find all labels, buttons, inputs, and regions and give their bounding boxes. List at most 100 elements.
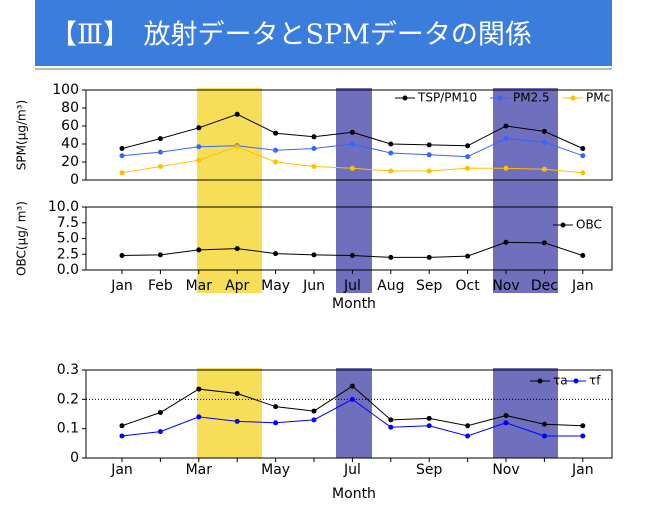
data-point	[465, 154, 471, 160]
title-banner	[35, 0, 612, 66]
data-point	[157, 164, 163, 169]
data-point	[157, 410, 163, 416]
y-tick-label: 5.0	[57, 231, 79, 247]
x-tick-label: Sep	[416, 462, 443, 478]
y-axis-label: OBC(μg/ m³)	[15, 201, 29, 276]
plot-frame	[85, 89, 613, 181]
data-point	[273, 420, 279, 426]
y-tick-label: 100	[52, 82, 79, 98]
data-point	[196, 414, 202, 420]
legend-marker	[497, 95, 503, 101]
data-point	[157, 252, 163, 258]
x-axis-label: Month	[332, 486, 376, 502]
data-point	[541, 433, 547, 439]
data-point	[465, 165, 471, 171]
legend-marker	[537, 378, 543, 384]
highlight-band	[336, 88, 372, 293]
data-point	[349, 129, 355, 135]
data-point	[388, 417, 394, 423]
data-point	[426, 152, 432, 158]
highlight-band	[493, 88, 558, 293]
highlight-band	[336, 368, 372, 458]
x-tick-label: Mar	[186, 278, 213, 294]
data-point	[119, 153, 125, 159]
x-tick-label: Nov	[492, 462, 519, 478]
data-point	[388, 168, 394, 174]
data-point	[426, 423, 432, 429]
data-point	[349, 253, 355, 259]
x-tick-label: Dec	[531, 278, 558, 294]
legend-marker	[560, 222, 566, 228]
y-tick-label: 0.1	[57, 421, 79, 437]
data-point	[426, 254, 432, 260]
data-point	[349, 396, 355, 402]
data-point	[503, 420, 509, 426]
data-point	[311, 164, 317, 169]
data-point	[503, 412, 509, 418]
data-point	[311, 134, 317, 140]
y-tick-label: 7.5	[57, 215, 79, 231]
data-point	[234, 144, 240, 150]
data-point	[311, 146, 317, 151]
data-point	[311, 252, 317, 258]
data-point	[580, 170, 586, 176]
data-point	[580, 253, 586, 259]
data-point	[541, 139, 547, 145]
slide-title: 【Ⅲ】 放射データとSPMデータの関係	[50, 20, 532, 51]
data-point	[119, 146, 125, 151]
legend-label: PM2.5	[513, 91, 550, 105]
y-tick-label: 0.2	[57, 391, 79, 407]
y-tick-label: 0.3	[57, 362, 79, 378]
y-tick-label: 2.5	[57, 246, 79, 262]
data-point	[580, 153, 586, 159]
data-point	[580, 146, 586, 151]
data-point	[349, 165, 355, 171]
data-point	[196, 157, 202, 163]
y-tick-label: 0	[70, 450, 79, 466]
x-tick-label: Jan	[571, 462, 594, 478]
data-point	[311, 408, 317, 414]
legend-marker	[573, 378, 579, 384]
data-point	[157, 149, 163, 155]
highlight-band	[197, 88, 262, 293]
legend-label: τa	[553, 374, 568, 388]
data-point	[349, 141, 355, 147]
data-point	[273, 147, 279, 153]
data-point	[273, 251, 279, 257]
x-axis-label: Month	[332, 296, 376, 312]
x-tick-label: Jul	[343, 278, 361, 294]
data-point	[465, 253, 471, 259]
data-point	[465, 423, 471, 429]
y-tick-label: 40	[61, 136, 79, 152]
data-point	[426, 415, 432, 421]
y-tick-label: 80	[61, 100, 79, 116]
x-tick-label: Jan	[110, 278, 133, 294]
data-point	[388, 150, 394, 156]
x-tick-label: Jan	[571, 278, 594, 294]
x-tick-label: May	[261, 462, 290, 478]
x-tick-label: Aug	[377, 278, 404, 294]
data-point	[119, 433, 125, 439]
data-point	[196, 144, 202, 150]
highlight-band	[493, 368, 558, 458]
data-point	[388, 254, 394, 260]
legend-marker	[402, 95, 408, 101]
y-tick-label: 60	[61, 118, 79, 134]
x-tick-label: Jun	[302, 278, 325, 294]
x-tick-label: Sep	[416, 278, 443, 294]
data-point	[426, 168, 432, 174]
data-point	[465, 143, 471, 149]
x-tick-label: Jul	[343, 462, 361, 478]
data-point	[234, 418, 240, 424]
y-tick-label: 20	[61, 154, 79, 170]
legend-label: PMc	[586, 91, 610, 105]
data-point	[273, 130, 279, 136]
data-point	[119, 423, 125, 429]
plot-frame	[85, 369, 613, 459]
data-point	[541, 421, 547, 427]
legend-label: τf	[589, 374, 601, 388]
x-tick-label: Mar	[186, 462, 213, 478]
data-point	[234, 111, 240, 117]
x-tick-label: May	[261, 278, 290, 294]
